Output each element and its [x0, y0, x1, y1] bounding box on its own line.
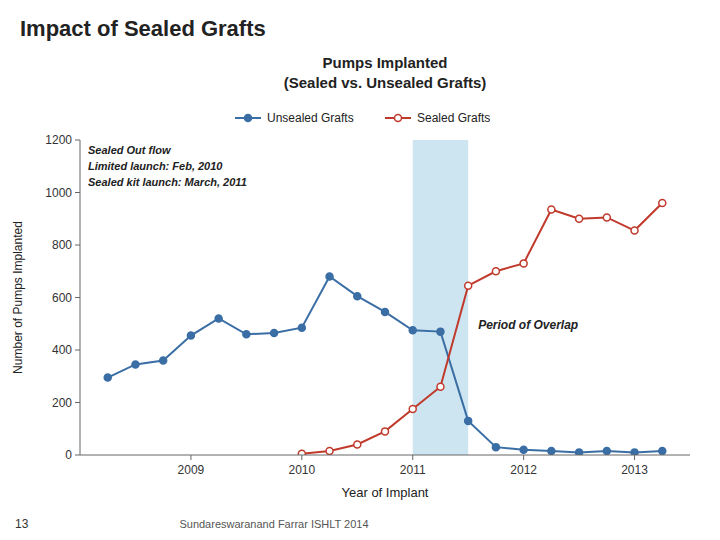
legend-marker	[395, 115, 402, 122]
series-marker	[382, 428, 389, 435]
series-line	[302, 203, 662, 454]
series-marker	[437, 383, 444, 390]
series-marker	[437, 328, 444, 335]
x-tick	[523, 455, 524, 460]
annotation-line: Sealed kit launch: March, 2011	[88, 176, 247, 188]
title: Impact of Sealed Grafts	[20, 16, 266, 41]
y-tick	[75, 402, 80, 403]
x-tick-label: 2011	[400, 463, 426, 477]
series-marker	[326, 273, 333, 280]
y-axis-label: Number of Pumps Implanted	[11, 221, 25, 374]
series-marker	[465, 282, 472, 289]
subtitle-line: (Sealed vs. Unsealed Grafts)	[284, 74, 487, 91]
series-marker	[132, 361, 139, 368]
slide-number: 13	[15, 517, 29, 531]
series-marker	[659, 200, 666, 207]
x-tick-label: 2013	[621, 463, 648, 477]
y-tick	[75, 350, 80, 351]
series-marker	[409, 327, 416, 334]
series-marker	[298, 450, 305, 455]
series-marker	[603, 448, 610, 455]
series-marker	[187, 332, 194, 339]
highlight-span	[413, 140, 468, 455]
y-tick-label: 800	[52, 238, 72, 252]
subtitle-line: Pumps Implanted	[322, 54, 447, 71]
series-marker	[409, 406, 416, 413]
footnote: Sundareswaranand Farrar ISHLT 2014	[179, 518, 368, 530]
y-tick-label: 0	[65, 448, 72, 462]
y-tick-label: 1000	[45, 186, 72, 200]
legend-label: Sealed Grafts	[417, 111, 490, 125]
x-axis-line	[80, 455, 690, 456]
y-tick	[75, 192, 80, 193]
x-tick	[634, 455, 635, 460]
series-marker	[520, 446, 527, 453]
axes: 2009 2010 2011 2012 2013 0 200 400 600 800 1000 120…	[45, 133, 690, 477]
x-tick	[190, 455, 191, 460]
y-tick	[75, 455, 80, 456]
annotation: Sealed Out flow Limited launch: Feb, 2010…	[88, 144, 247, 188]
annotation-line: Limited launch: Feb, 2010	[88, 160, 223, 172]
chart: Impact of Sealed Grafts Pumps Implanted (S…	[0, 0, 720, 540]
series-marker	[548, 206, 555, 213]
y-tick	[75, 245, 80, 246]
series-marker	[576, 215, 583, 222]
y-tick	[75, 140, 80, 141]
series-marker	[603, 214, 610, 221]
x-tick	[301, 455, 302, 460]
series-marker	[659, 448, 666, 455]
x-tick-label: 2009	[178, 463, 205, 477]
series-marker	[104, 374, 111, 381]
series-marker	[326, 448, 333, 455]
x-axis-label: Year of Implant	[342, 485, 429, 500]
series-marker	[271, 329, 278, 336]
series-marker	[160, 357, 167, 364]
x-tick-label: 2012	[510, 463, 537, 477]
legend-label: Unsealed Grafts	[267, 111, 354, 125]
span-label: Period of Overlap	[478, 318, 578, 332]
series-marker	[520, 260, 527, 267]
y-tick-label: 200	[52, 396, 72, 410]
background	[0, 0, 720, 540]
y-tick-label: 1200	[45, 133, 72, 147]
x-tick	[412, 455, 413, 460]
series-marker	[298, 324, 305, 331]
legend-marker	[245, 115, 252, 122]
series-marker	[465, 417, 472, 424]
series-marker	[243, 331, 250, 338]
series-marker	[548, 448, 555, 455]
series-line	[108, 277, 663, 453]
y-tick	[75, 297, 80, 298]
subtitle: Pumps Implanted (Sealed vs. Unsealed Graf…	[284, 54, 487, 91]
x-tick-label: 2010	[288, 463, 315, 477]
annotation-line: Sealed Out flow	[88, 144, 172, 156]
series-marker	[492, 268, 499, 275]
series-marker	[382, 308, 389, 315]
series-marker	[576, 449, 583, 455]
y-tick-label: 600	[52, 291, 72, 305]
y-tick-label: 400	[52, 343, 72, 357]
series-marker	[631, 449, 638, 455]
series-marker	[492, 444, 499, 451]
legend: Unsealed Grafts Sealed Grafts	[235, 111, 490, 125]
series-marker	[354, 293, 361, 300]
series-marker	[631, 227, 638, 234]
series-marker	[354, 441, 361, 448]
series-marker	[215, 315, 222, 322]
